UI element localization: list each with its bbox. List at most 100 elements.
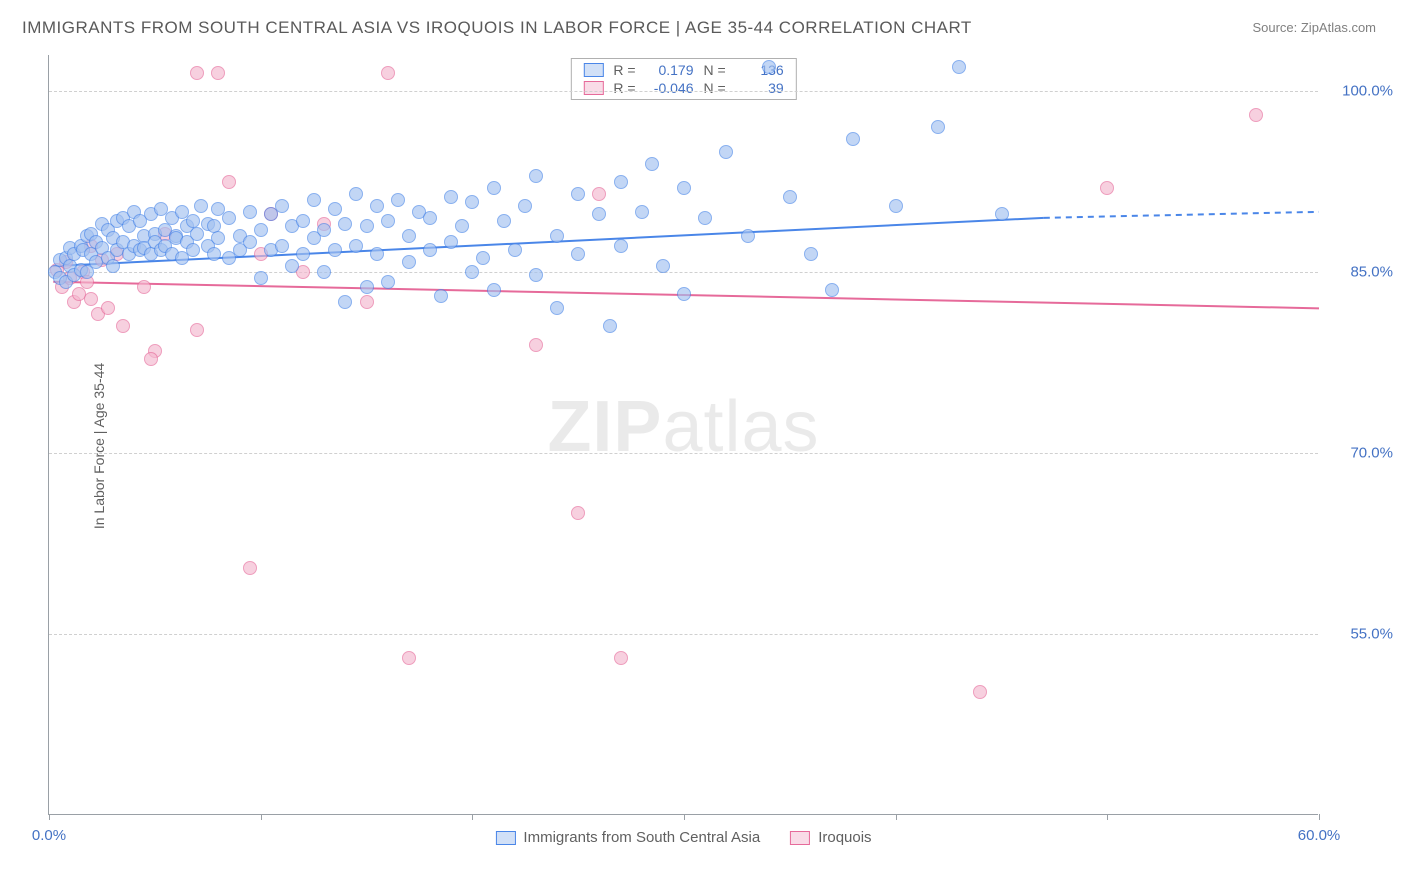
data-point xyxy=(635,205,649,219)
chart-svg xyxy=(49,55,1318,814)
data-point xyxy=(952,60,966,74)
data-point xyxy=(434,289,448,303)
plot-area: ZIPatlas R = 0.179 N = 136 R = -0.046 N … xyxy=(48,55,1318,815)
data-point xyxy=(194,199,208,213)
data-point xyxy=(508,243,522,257)
gridline xyxy=(49,91,1318,92)
data-point xyxy=(497,214,511,228)
data-point xyxy=(190,66,204,80)
data-point xyxy=(349,239,363,253)
data-point xyxy=(243,561,257,575)
ytick-label: 100.0% xyxy=(1342,83,1393,100)
data-point xyxy=(995,207,1009,221)
ytick-label: 85.0% xyxy=(1350,264,1393,281)
data-point xyxy=(487,181,501,195)
xtick-label: 0.0% xyxy=(32,827,66,844)
data-point xyxy=(207,247,221,261)
data-point xyxy=(222,175,236,189)
data-point xyxy=(402,229,416,243)
data-point xyxy=(550,301,564,315)
data-point xyxy=(296,214,310,228)
data-point xyxy=(698,211,712,225)
data-point xyxy=(444,235,458,249)
data-point xyxy=(190,323,204,337)
ytick-label: 55.0% xyxy=(1350,626,1393,643)
data-point xyxy=(656,259,670,273)
xtick-label: 60.0% xyxy=(1298,827,1341,844)
data-point xyxy=(973,685,987,699)
xtick xyxy=(1107,814,1108,820)
data-point xyxy=(381,275,395,289)
data-point xyxy=(614,651,628,665)
data-point xyxy=(889,199,903,213)
data-point xyxy=(254,223,268,237)
data-point xyxy=(106,259,120,273)
data-point xyxy=(571,506,585,520)
data-point xyxy=(307,193,321,207)
data-point xyxy=(719,145,733,159)
data-point xyxy=(677,181,691,195)
data-point xyxy=(381,214,395,228)
data-point xyxy=(465,195,479,209)
data-point xyxy=(275,239,289,253)
data-point xyxy=(317,265,331,279)
data-point xyxy=(571,187,585,201)
data-point xyxy=(144,352,158,366)
data-point xyxy=(338,295,352,309)
gridline xyxy=(49,272,1318,273)
data-point xyxy=(783,190,797,204)
xtick xyxy=(261,814,262,820)
data-point xyxy=(254,271,268,285)
data-point xyxy=(592,187,606,201)
data-point xyxy=(296,247,310,261)
data-point xyxy=(423,243,437,257)
data-point xyxy=(370,199,384,213)
data-point xyxy=(243,235,257,249)
data-point xyxy=(518,199,532,213)
data-point xyxy=(592,207,606,221)
xtick xyxy=(684,814,685,820)
legend-swatch-pink xyxy=(790,831,810,845)
data-point xyxy=(211,66,225,80)
data-point xyxy=(402,255,416,269)
data-point xyxy=(275,199,289,213)
data-point xyxy=(360,280,374,294)
data-point xyxy=(222,211,236,225)
legend-label-2: Iroquois xyxy=(818,829,871,846)
data-point xyxy=(328,243,342,257)
trendline xyxy=(1044,212,1319,218)
data-point xyxy=(360,219,374,233)
data-point xyxy=(825,283,839,297)
data-point xyxy=(529,268,543,282)
data-point xyxy=(645,157,659,171)
data-point xyxy=(444,190,458,204)
data-point xyxy=(391,193,405,207)
data-point xyxy=(360,295,374,309)
data-point xyxy=(328,202,342,216)
data-point xyxy=(1100,181,1114,195)
data-point xyxy=(211,231,225,245)
legend-item-1: Immigrants from South Central Asia xyxy=(495,829,760,846)
data-point xyxy=(381,66,395,80)
data-point xyxy=(529,169,543,183)
data-point xyxy=(370,247,384,261)
data-point xyxy=(465,265,479,279)
gridline xyxy=(49,634,1318,635)
chart-title: IMMIGRANTS FROM SOUTH CENTRAL ASIA VS IR… xyxy=(22,18,972,38)
data-point xyxy=(402,651,416,665)
data-point xyxy=(338,217,352,231)
xtick xyxy=(1319,814,1320,820)
source-label: Source: ZipAtlas.com xyxy=(1252,20,1376,35)
legend-label-1: Immigrants from South Central Asia xyxy=(523,829,760,846)
gridline xyxy=(49,453,1318,454)
data-point xyxy=(116,319,130,333)
data-point xyxy=(571,247,585,261)
xtick xyxy=(472,814,473,820)
data-point xyxy=(762,60,776,74)
data-point xyxy=(846,132,860,146)
data-point xyxy=(317,223,331,237)
data-point xyxy=(677,287,691,301)
xtick xyxy=(49,814,50,820)
data-point xyxy=(487,283,501,297)
data-point xyxy=(614,175,628,189)
